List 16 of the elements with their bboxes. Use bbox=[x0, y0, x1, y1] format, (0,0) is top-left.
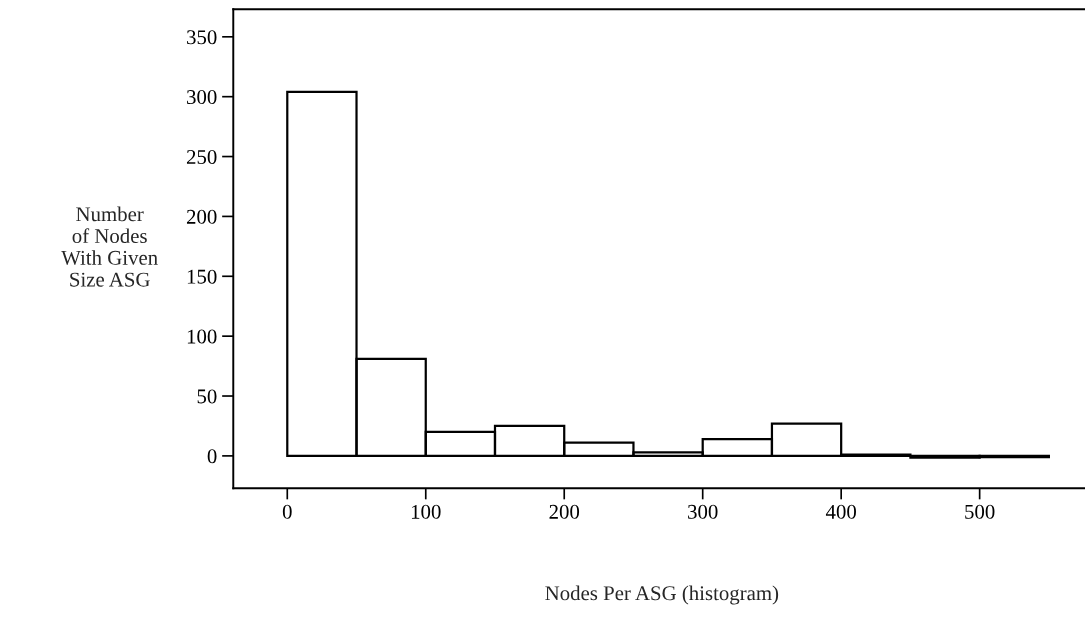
y-tick-label: 50 bbox=[197, 389, 217, 404]
y-tick-label: 300 bbox=[187, 90, 217, 105]
y-tick-label: 150 bbox=[187, 269, 217, 284]
y-tick-label: 250 bbox=[186, 149, 217, 164]
x-tick-label: 0 bbox=[282, 504, 292, 519]
x-tick-label: 100 bbox=[411, 504, 441, 519]
y-tick-label: 350 bbox=[187, 30, 217, 45]
x-tick-label: 500 bbox=[965, 504, 995, 519]
x-tick-label: 300 bbox=[688, 504, 718, 519]
y-tick-label: 100 bbox=[187, 329, 217, 344]
y-tick-label: 0 bbox=[207, 449, 217, 464]
y-axis-title: Number of Nodes With Given Size ASG bbox=[61, 206, 158, 287]
x-tick-label: 200 bbox=[549, 504, 580, 519]
y-tick-label: 200 bbox=[186, 209, 217, 224]
x-axis-title: Nodes Per ASG (histogram) bbox=[545, 585, 779, 605]
x-tick-label: 400 bbox=[825, 504, 856, 519]
